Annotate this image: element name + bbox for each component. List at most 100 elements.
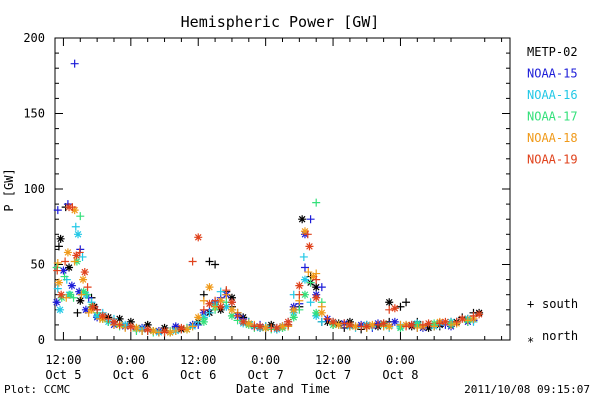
point-south [70,59,79,68]
point-north [298,215,307,224]
point-north [244,319,253,328]
point-north [385,322,394,331]
point-north [227,311,236,320]
point-north [385,298,394,307]
point-north [312,308,321,317]
point-north [63,248,72,257]
point-south [53,206,62,215]
point-south [60,272,69,281]
marker-label: north [542,329,578,343]
point-north [126,322,135,331]
point-north [345,320,354,329]
point-north [199,317,208,326]
point-north [317,308,326,317]
y-axis-label: P [GW] [2,168,16,211]
point-south [222,286,231,295]
point-south [115,320,124,329]
x-tick-label-date: Oct 6 [113,368,149,382]
series-noaa-16 [53,222,478,337]
x-tick-label-date: Oct 8 [382,368,418,382]
point-south [76,212,85,221]
point-north [79,287,88,296]
point-north [56,305,65,314]
chart-title: Hemispheric Power [GW] [181,13,380,31]
point-north [76,296,85,305]
point-north [166,328,175,337]
point-north [300,290,309,299]
point-south [317,317,326,326]
plot-frame [54,37,511,341]
series-noaa-15 [52,59,478,337]
point-south [469,311,478,320]
point-south [71,222,80,231]
point-south [295,290,304,299]
point-north [74,230,83,239]
point-south [303,230,312,239]
point-south [205,257,214,266]
point-south [70,257,79,266]
x-tick-label-date: Oct 7 [248,368,284,382]
point-north [70,206,79,215]
point-north [458,314,467,323]
point-north [227,298,236,307]
point-south [312,275,321,284]
x-tick-label-time: 0:00 [116,353,145,367]
point-south [306,215,315,224]
legend-entry: NOAA-19 [527,153,578,167]
point-north [194,313,203,322]
point-north [80,268,89,277]
point-north [475,310,484,319]
marker-legend: + south * north [527,297,578,349]
point-south [312,198,321,207]
data-points [52,59,484,337]
point-south [413,323,422,332]
y-tick-label: 50 [31,258,45,272]
point-north [424,319,433,328]
point-south [402,298,411,307]
point-north [171,322,180,331]
point-north [56,234,65,243]
y-tick-label: 0 [38,333,45,347]
marker-label: south [542,297,578,311]
point-south [402,322,411,331]
y-tick-label: 150 [23,107,45,121]
x-tick-label-date: Oct 7 [315,368,351,382]
point-north [75,287,84,296]
point-north [407,320,416,329]
point-north [300,275,309,284]
point-north [79,275,88,284]
series-noaa-19 [53,203,484,337]
point-north [312,293,321,302]
point-south [317,283,326,292]
point-south [340,319,349,328]
y-tick-label: 100 [23,182,45,196]
point-south [104,314,113,323]
legend: METP-02 NOAA-15 NOAA-16 NOAA-17 NOAA-18 NOAA-… [527,45,578,167]
point-north [98,311,107,320]
point-south [53,266,62,275]
point-south [463,316,472,325]
point-south [299,252,308,261]
point-north [67,281,76,290]
x-tick-label-time: 12:00 [180,353,216,367]
point-north [59,266,68,275]
point-south [211,260,220,269]
point-south [373,320,382,329]
point-south [199,305,208,314]
point-north [194,233,203,242]
point-north [305,242,314,251]
point-south [53,284,62,293]
x-tick-label-time: 12:00 [45,353,81,367]
point-south [83,283,92,292]
point-north [227,293,236,302]
x-tick-label-date: Oct 6 [180,368,216,382]
point-north [149,326,158,335]
legend-entry: NOAA-15 [527,67,578,81]
series-metp-02 [54,203,484,337]
point-south [447,320,456,329]
point-south [300,263,309,272]
point-north [362,322,371,331]
point-north [289,313,298,322]
point-north [390,304,399,313]
